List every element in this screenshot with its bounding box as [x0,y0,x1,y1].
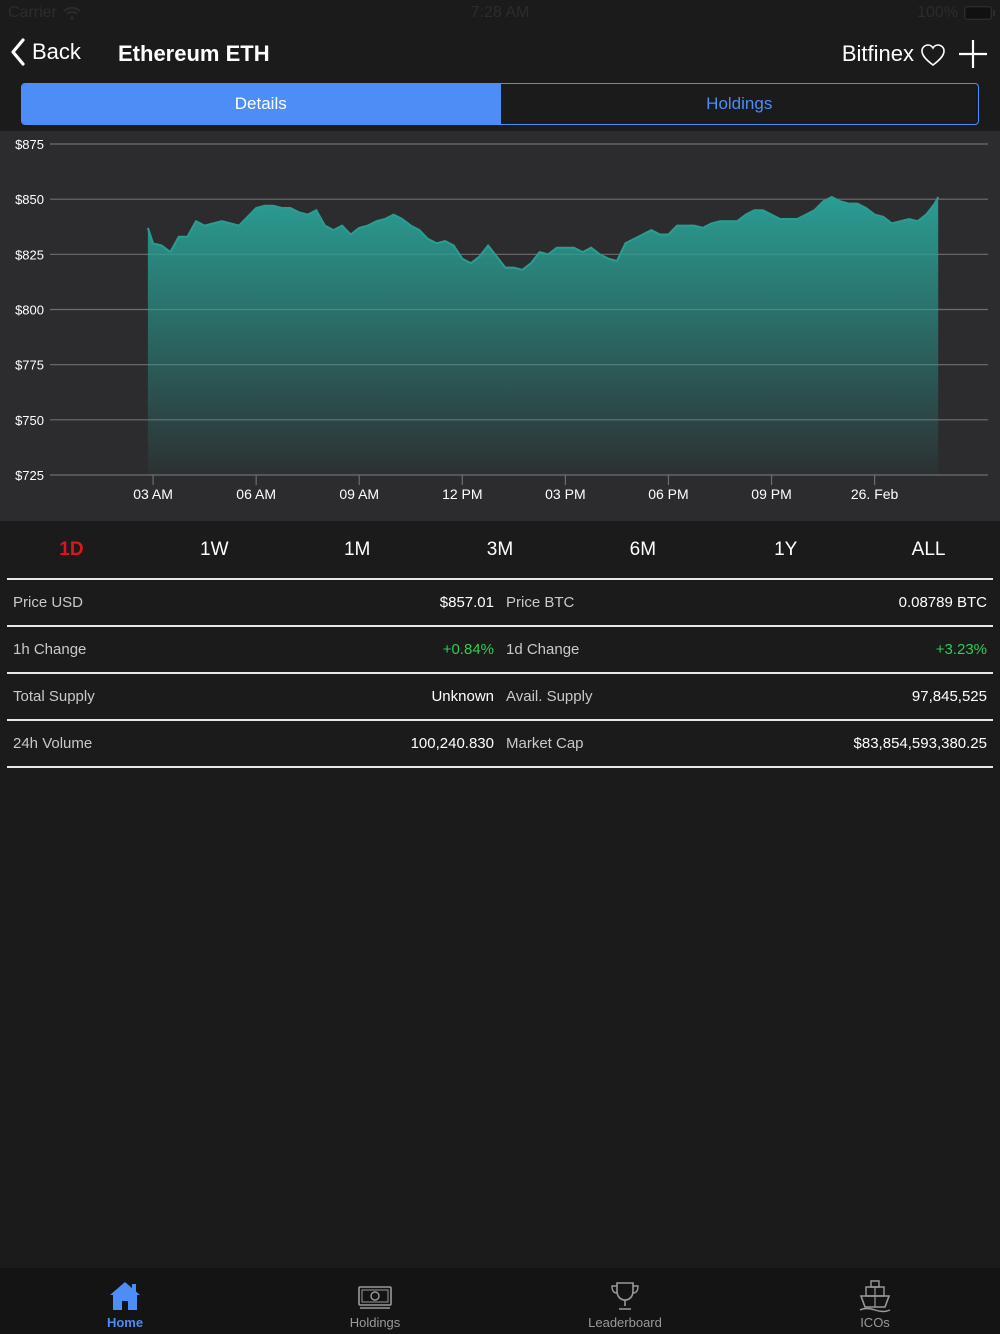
stat-label: Price USD [13,594,84,611]
y-tick-label: $725 [15,468,44,483]
navigation-bar: Back Ethereum ETH Bitfinex [0,30,1000,78]
y-tick-label: $750 [15,413,44,428]
tab-leaderboard[interactable]: Leaderboard [500,1268,750,1334]
y-tick-label: $850 [15,192,44,207]
tab-bar: Home Holdings Leaderboard ICOs [0,1268,1000,1334]
battery-icon [964,6,995,20]
x-tick-label: 12 PM [442,486,482,502]
money-icon [358,1286,392,1309]
tab-label: ICOs [860,1315,890,1330]
x-tick-label: 09 PM [751,486,791,502]
stat-value: $83,854,593,380.25 [853,735,987,752]
price-line-series [146,195,940,271]
price-chart-svg: $875 $850 $825 $800 $775 $750 $725 03 AM 06 AM 09… [15,137,988,502]
stat-label: Market Cap [506,735,584,752]
status-time: 7:28 AM [470,4,530,21]
price-chart[interactable]: $875 $850 $825 $800 $775 $750 $725 03 AM 06 AM 09… [0,131,1000,521]
range-1m[interactable]: 1M [343,539,371,560]
tab-label: Home [106,1315,144,1330]
range-1w[interactable]: 1W [200,539,229,560]
segment-details[interactable]: Details [22,84,500,124]
y-tick-label: $800 [15,303,44,318]
stat-change-1d: 1d Change +3.23% [500,641,993,658]
details-holdings-segmented-control: Details Holdings [21,83,979,125]
x-tick-label: 09 AM [339,486,379,502]
stat-price-usd: Price USD $857.01 [7,594,500,611]
range-all[interactable]: ALL [911,539,946,560]
stat-avail-supply: Avail. Supply 97,845,525 [500,688,993,705]
x-tick-label: 26. Feb [851,486,899,502]
stat-label: Total Supply [13,688,95,705]
x-tick-label: 06 PM [648,486,688,502]
y-tick-label: $875 [15,137,44,152]
stat-value: $857.01 [439,594,494,611]
stat-value: +3.23% [935,641,987,658]
wifi-icon [63,6,81,20]
carrier-indicator: Carrier [8,4,81,22]
segment-holdings[interactable]: Holdings [499,84,979,124]
coin-stats-table: Price USD $857.01 Price BTC 0.08789 BTC … [7,578,993,768]
stats-row: Price USD $857.01 Price BTC 0.08789 BTC [7,578,993,625]
stat-label: Avail. Supply [506,688,593,705]
heart-icon[interactable] [920,43,946,67]
stats-row: 1h Change +0.84% 1d Change +3.23% [7,625,993,672]
battery-percent: 100% [917,4,958,21]
stat-label: 1d Change [506,641,580,658]
price-area-series [147,197,939,475]
stat-price-btc: Price BTC 0.08789 BTC [500,594,993,611]
trophy-icon [611,1282,639,1310]
y-tick-label: $825 [15,247,44,262]
x-tick-label: 03 PM [545,486,585,502]
x-tick-label: 06 AM [236,486,276,502]
tab-label: Leaderboard [588,1315,662,1330]
page-title: Ethereum ETH [118,41,270,66]
status-bar: Carrier 7:28 AM 100% [0,0,1000,26]
y-tick-label: $775 [15,358,44,373]
back-label: Back [32,39,81,64]
stat-value: 97,845,525 [911,688,987,705]
stat-change-1h: 1h Change +0.84% [7,641,500,658]
stat-value: 100,240.830 [410,735,494,752]
stat-value: Unknown [431,688,494,705]
carrier-label: Carrier [8,4,57,21]
stat-value: 0.08789 BTC [898,594,987,611]
range-6m[interactable]: 6M [629,539,657,560]
stat-label: 1h Change [13,641,87,658]
x-tick-label: 03 AM [133,486,173,502]
tab-icos[interactable]: ICOs [750,1268,1000,1334]
chevron-left-icon [11,38,25,66]
stat-value: +0.84% [442,641,494,658]
exchange-selector[interactable]: Bitfinex [841,41,914,66]
tab-holdings[interactable]: Holdings [250,1268,500,1334]
plus-icon[interactable] [958,39,988,69]
stat-label: 24h Volume [13,735,93,752]
stats-row: 24h Volume 100,240.830 Market Cap $83,85… [7,719,993,768]
stat-total-supply: Total Supply Unknown [7,688,500,705]
stat-label: Price BTC [506,594,575,611]
stat-volume-24h: 24h Volume 100,240.830 [7,735,500,752]
time-range-selector: 1D 1W 1M 3M 6M 1Y ALL [0,522,1000,578]
battery-indicator: 100% [917,4,995,22]
tab-label: Holdings [349,1315,401,1330]
back-button[interactable]: Back [10,38,81,66]
home-icon [110,1282,140,1310]
range-3m[interactable]: 3M [486,539,514,560]
range-1d[interactable]: 1D [59,539,84,560]
ship-icon [859,1280,891,1313]
stat-market-cap: Market Cap $83,854,593,380.25 [500,735,993,752]
stats-row: Total Supply Unknown Avail. Supply 97,84… [7,672,993,719]
range-1y[interactable]: 1Y [774,539,798,560]
tab-home[interactable]: Home [0,1268,250,1334]
